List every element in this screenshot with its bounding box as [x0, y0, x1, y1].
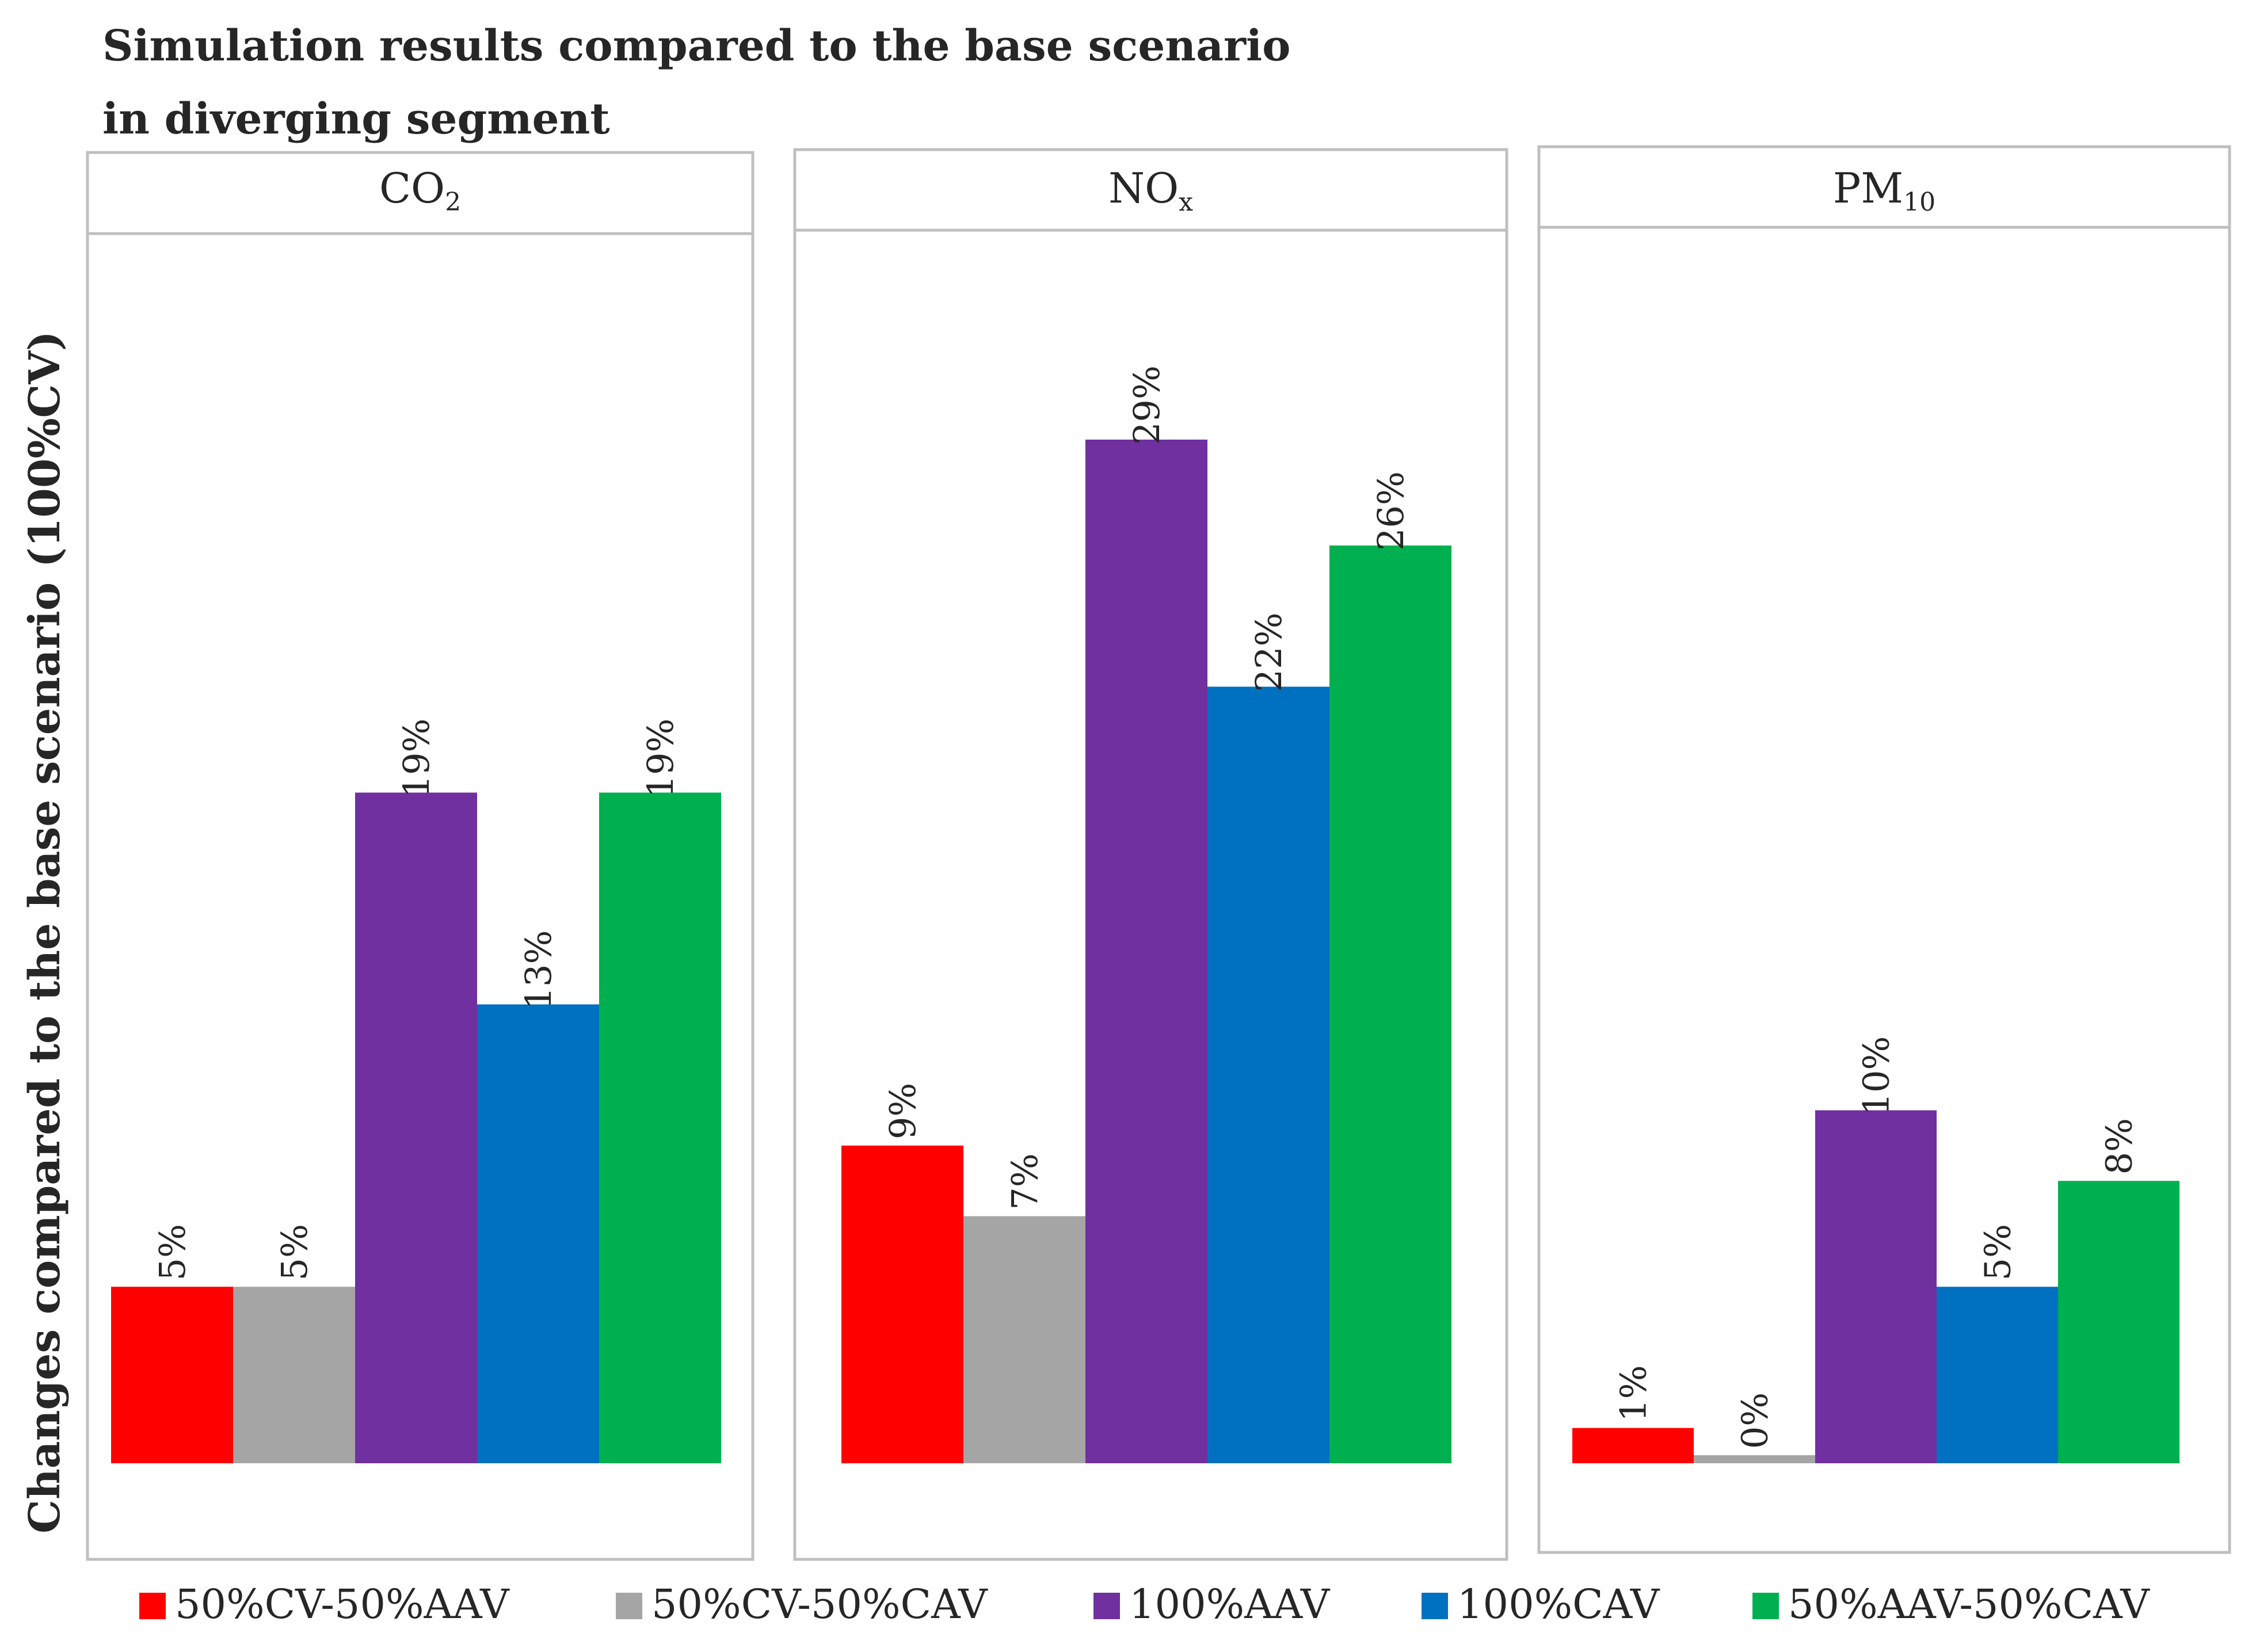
bar-PM10-100%CAV	[1937, 1287, 2058, 1463]
legend-swatch-100%AAV	[1093, 1593, 1120, 1619]
bar-NOx-100%AAV	[1085, 440, 1207, 1463]
data-label-CO2-50%CV-50%CAV: 5%	[273, 1224, 315, 1280]
data-label-PM10-100%AAV: 10%	[1855, 1036, 1897, 1116]
chart-title-line-2: in diverging segment	[102, 94, 610, 144]
data-label-CO2-100%AAV: 19%	[395, 719, 437, 798]
bar-PM10-50%CV-50%CAV	[1694, 1455, 1815, 1463]
data-label-NOx-50%CV-50%AAV: 9%	[882, 1083, 924, 1139]
bar-NOx-50%CV-50%CAV	[963, 1216, 1085, 1463]
data-label-NOx-100%AAV: 29%	[1126, 365, 1168, 445]
data-label-CO2-50%CV-50%AAV: 5%	[151, 1224, 193, 1280]
legend-label-100%AAV: 100%AAV	[1129, 1581, 1331, 1628]
legend-swatch-50%AAV-50%CAV	[1752, 1593, 1779, 1619]
bar-NOx-50%AAV-50%CAV	[1329, 545, 1451, 1464]
y-axis-label: Changes compared to the base scenario (1…	[20, 331, 70, 1533]
data-label-NOx-50%CV-50%CAV: 7%	[1004, 1153, 1046, 1210]
panel-header-PM10: PM10	[1833, 164, 1935, 217]
bar-CO2-100%CAV	[477, 1004, 599, 1463]
bar-CO2-50%CV-50%AAV	[111, 1287, 233, 1463]
bar-NOx-100%CAV	[1207, 686, 1329, 1463]
chart-title-line-1: Simulation results compared to the base …	[102, 21, 1290, 71]
bar-CO2-50%AAV-50%CAV	[599, 792, 721, 1463]
data-label-PM10-50%CV-50%CAV: 0%	[1734, 1392, 1776, 1449]
legend-label-50%AAV-50%CAV: 50%AAV-50%CAV	[1788, 1581, 2150, 1628]
legend-swatch-50%CV-50%CAV	[616, 1593, 642, 1619]
bar-NOx-50%CV-50%AAV	[841, 1145, 963, 1463]
data-label-PM10-50%CV-50%AAV: 1%	[1613, 1365, 1655, 1421]
legend-swatch-50%CV-50%AAV	[139, 1593, 166, 1619]
panel-frame-PM10	[1537, 145, 2231, 1554]
bar-PM10-50%AAV-50%CAV	[2058, 1181, 2179, 1463]
bar-CO2-100%AAV	[355, 792, 477, 1463]
data-label-CO2-100%CAV: 13%	[517, 930, 559, 1010]
data-label-PM10-50%AAV-50%CAV: 8%	[2098, 1118, 2140, 1174]
data-label-CO2-50%AAV-50%CAV: 19%	[639, 719, 681, 798]
bar-PM10-50%CV-50%AAV	[1572, 1428, 1694, 1463]
bar-CO2-50%CV-50%CAV	[233, 1287, 355, 1463]
panel-frame-NOx	[793, 148, 1508, 1561]
legend-label-100%CAV: 100%CAV	[1457, 1581, 1660, 1628]
panel-frame-CO2	[86, 151, 755, 1561]
data-label-NOx-50%AAV-50%CAV: 26%	[1370, 471, 1412, 551]
legend-label-50%CV-50%AAV: 50%CV-50%AAV	[175, 1581, 510, 1628]
data-label-NOx-100%CAV: 22%	[1248, 613, 1290, 692]
panel-header-NOx: NOx	[1108, 164, 1193, 217]
data-label-PM10-100%CAV: 5%	[1977, 1224, 2019, 1280]
bar-PM10-100%AAV	[1815, 1110, 1937, 1463]
panel-header-CO2: CO2	[379, 164, 461, 217]
legend-swatch-100%CAV	[1422, 1593, 1448, 1619]
legend-label-50%CV-50%CAV: 50%CV-50%CAV	[651, 1581, 988, 1628]
